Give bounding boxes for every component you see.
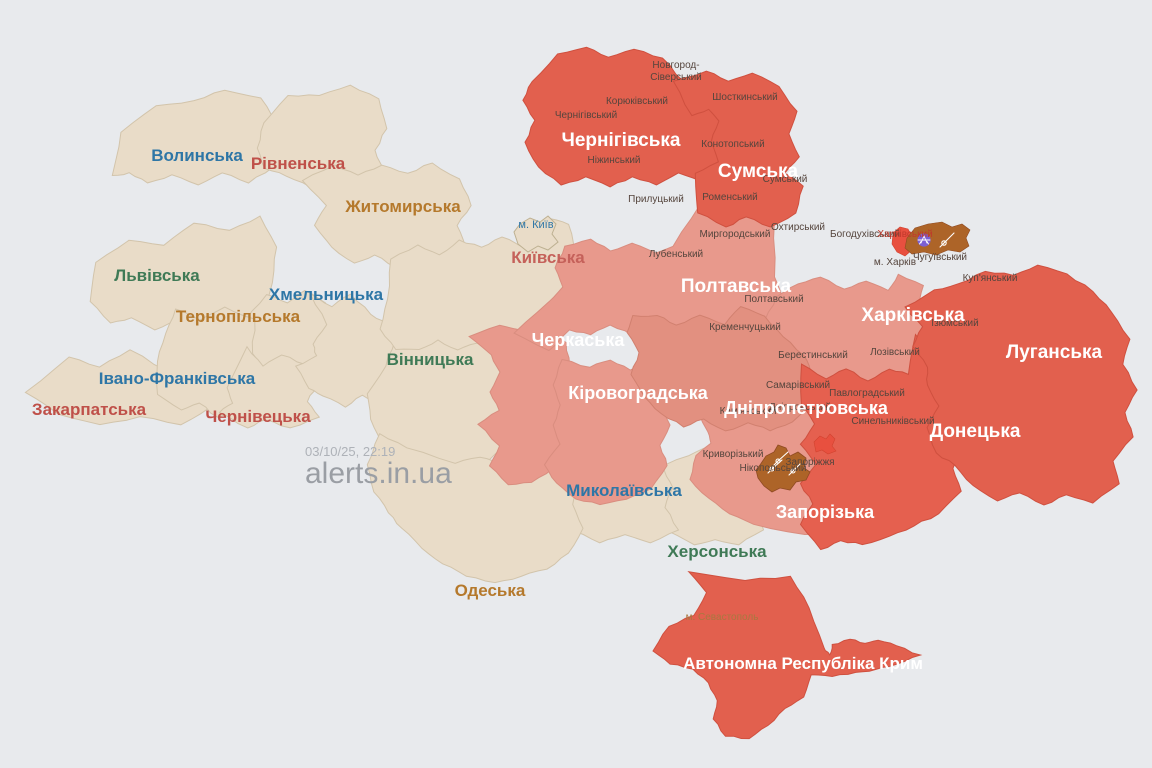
svg-text:Чернівецька: Чернівецька — [205, 407, 311, 426]
svg-text:Самарівський: Самарівський — [766, 380, 830, 391]
svg-text:Лозівський: Лозівський — [870, 347, 920, 358]
svg-text:Шосткинський: Шосткинський — [712, 92, 778, 103]
svg-text:Вінницька: Вінницька — [387, 350, 474, 369]
svg-text:Ніжинський: Ніжинський — [588, 155, 641, 166]
svg-text:Лубенський: Лубенський — [649, 248, 703, 260]
svg-text:м. Харків: м. Харків — [874, 257, 916, 268]
svg-text:Чугуївський: Чугуївський — [913, 252, 967, 263]
svg-text:Охтирський: Охтирський — [771, 222, 825, 233]
svg-text:Херсонська: Херсонська — [667, 542, 767, 561]
svg-text:Чернігівський: Чернігівський — [555, 110, 617, 121]
svg-text:Кременчуцький: Кременчуцький — [709, 322, 781, 333]
svg-text:Київська: Київська — [511, 248, 585, 267]
svg-text:alerts.in.ua: alerts.in.ua — [305, 457, 452, 490]
svg-text:м. Київ: м. Київ — [518, 219, 553, 231]
svg-text:Харківський: Харківський — [877, 229, 932, 240]
svg-text:Хмельницька: Хмельницька — [269, 285, 384, 304]
svg-text:Новгород-: Новгород- — [652, 60, 699, 71]
svg-text:Донецька: Донецька — [930, 421, 1021, 442]
svg-text:Миргородський: Миргородський — [700, 229, 771, 240]
svg-text:Миколаївська: Миколаївська — [566, 481, 682, 500]
svg-text:Прилуцький: Прилуцький — [628, 194, 684, 205]
svg-text:Рівненська: Рівненська — [251, 154, 346, 173]
svg-text:Волинська: Волинська — [151, 146, 243, 165]
svg-text:Житомирська: Житомирська — [344, 197, 461, 216]
svg-text:Куп'янський: Куп'янський — [963, 273, 1018, 284]
svg-text:Корюківський: Корюківський — [606, 96, 668, 107]
svg-text:Сумська: Сумська — [718, 161, 799, 182]
svg-text:Сіверський: Сіверський — [650, 72, 702, 83]
svg-text:Дніпропетровська: Дніпропетровська — [724, 398, 889, 418]
svg-text:Львівська: Львівська — [114, 266, 200, 285]
svg-text:Івано-Франківська: Івано-Франківська — [99, 369, 256, 388]
svg-text:Закарпатська: Закарпатська — [32, 400, 147, 419]
svg-text:Одеська: Одеська — [455, 581, 526, 600]
svg-text:Харківська: Харківська — [861, 305, 965, 326]
svg-text:Криворізький: Криворізький — [703, 449, 764, 460]
svg-text:м. Севастополь: м. Севастополь — [686, 612, 759, 623]
svg-text:Конотопський: Конотопський — [701, 139, 764, 150]
svg-text:Чернігівська: Чернігівська — [561, 130, 680, 151]
svg-text:Тернопільська: Тернопільська — [176, 307, 301, 326]
svg-text:Запорізька: Запорізька — [776, 502, 875, 522]
svg-text:Берестинський: Берестинський — [778, 350, 848, 361]
svg-text:Черкаська: Черкаська — [532, 330, 626, 350]
svg-text:Луганська: Луганська — [1006, 342, 1103, 363]
svg-text:Роменський: Роменський — [702, 192, 758, 203]
svg-text:Кіровоградська: Кіровоградська — [568, 383, 709, 403]
svg-text:Автономна Республіка Крим: Автономна Республіка Крим — [683, 654, 923, 673]
svg-text:Запоріжжя: Запоріжжя — [785, 457, 834, 468]
svg-text:Полтавська: Полтавська — [681, 276, 792, 297]
